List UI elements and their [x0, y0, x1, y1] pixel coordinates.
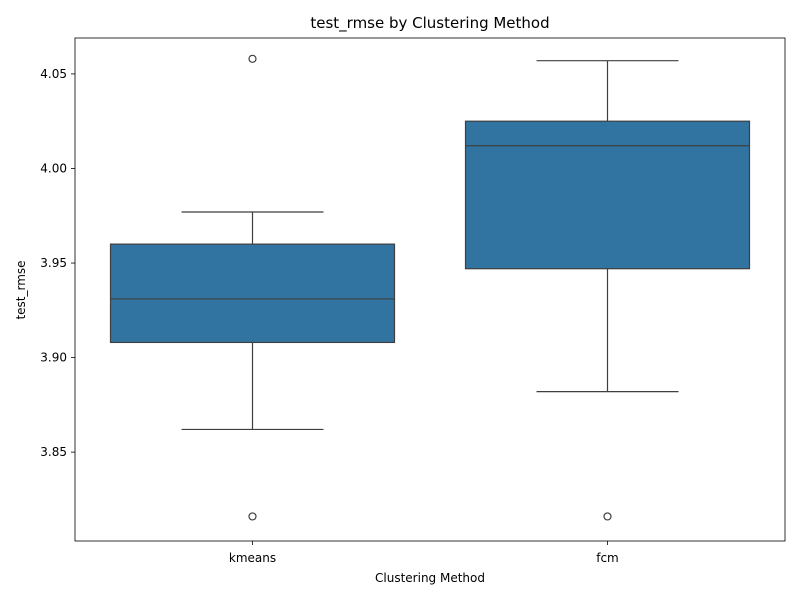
- y-tick-label: 3.90: [40, 351, 67, 365]
- box-kmeans: [109, 243, 396, 344]
- x-axis-label: Clustering Method: [375, 571, 485, 585]
- x-tick-label: kmeans: [229, 551, 276, 565]
- chart-title: test_rmse by Clustering Method: [310, 14, 549, 33]
- y-tick-label: 4.00: [40, 161, 67, 175]
- outlier-point: [603, 512, 612, 521]
- outlier-point: [248, 512, 257, 521]
- y-tick-label: 3.95: [40, 256, 67, 270]
- plot-frame: [74, 37, 786, 542]
- plot-area: 3.85 3.90 3.95 4.00 4.05 kmeans fcm: [40, 37, 786, 565]
- y-tick-label: 4.05: [40, 67, 67, 81]
- y-tick-label: 3.85: [40, 445, 67, 459]
- y-axis-label: test_rmse: [14, 260, 28, 319]
- x-tick-label: fcm: [596, 551, 619, 565]
- box-fcm: [464, 120, 751, 270]
- outlier-point: [248, 54, 257, 63]
